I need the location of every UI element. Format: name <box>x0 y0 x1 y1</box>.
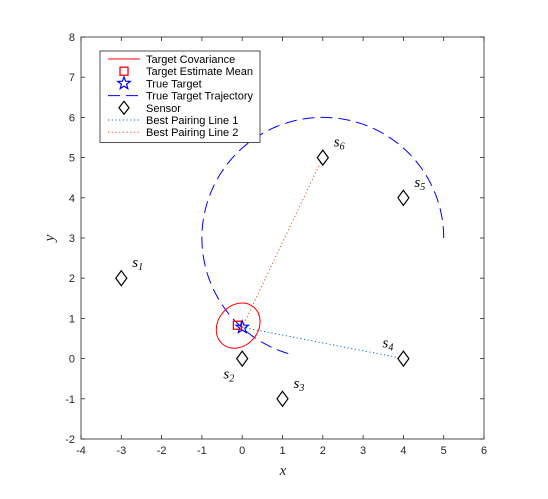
legend-entry-label: Target Estimate Mean <box>146 66 253 78</box>
y-tick-label: 1 <box>69 313 75 325</box>
x-axis-label: x <box>279 463 287 479</box>
x-tick-label: 4 <box>400 445 406 457</box>
y-tick-label: 4 <box>69 193 75 205</box>
sensor-marker-s5 <box>397 189 410 207</box>
target-estimate-mean-marker <box>232 320 243 330</box>
legend-box <box>99 50 261 143</box>
sensor-marker-s3 <box>276 390 289 408</box>
y-tick-label: -2 <box>65 434 75 446</box>
sensor-marker-s2 <box>235 350 249 368</box>
legend-entry-label: Target Covariance <box>146 54 235 66</box>
sensor-marker-s6 <box>316 149 330 167</box>
legend-entry-label: True Target Trajectory <box>146 91 253 103</box>
y-tick-label: 5 <box>69 153 75 165</box>
legend-entry-label: Sensor <box>146 103 181 115</box>
x-tick-label: 2 <box>320 445 326 457</box>
y-tick-label: 8 <box>69 32 75 44</box>
x-tick-label: 1 <box>279 445 285 457</box>
x-tick-label: -3 <box>116 445 126 457</box>
x-tick-label: -1 <box>197 445 207 457</box>
x-tick-label: 5 <box>441 445 447 457</box>
best-pairing-line-1 <box>242 326 404 360</box>
x-tick-label: -4 <box>76 445 86 457</box>
sensor-label-s3: s3 <box>294 376 305 394</box>
target-covariance-ellipse <box>215 302 261 349</box>
y-tick-label: 3 <box>69 233 75 245</box>
legend-entry-label: Best Pairing Line 1 <box>146 115 238 127</box>
legend-entry-label: Best Pairing Line 2 <box>146 127 238 139</box>
y-tick-label: 6 <box>69 112 75 124</box>
legend-swatch-diamond <box>118 100 130 116</box>
y-tick-label: 0 <box>69 354 75 366</box>
sensor-label-s2: s2 <box>223 367 234 385</box>
best-pairing-line-2 <box>241 157 324 328</box>
sensor-label-s5: s5 <box>414 175 425 193</box>
sensor-label-s6: s6 <box>334 135 345 153</box>
y-tick-label: -1 <box>65 394 75 406</box>
true-target-marker <box>234 319 251 334</box>
x-tick-label: -2 <box>157 445 167 457</box>
sensor-marker-s4 <box>397 350 410 368</box>
y-tick-label: 2 <box>69 273 75 285</box>
legend-swatch-star <box>116 75 132 91</box>
sensor-label-s4: s4 <box>383 336 394 354</box>
x-tick-label: 3 <box>360 445 366 457</box>
y-axis-label: y <box>42 234 58 243</box>
x-tick-label: 0 <box>239 445 245 457</box>
sensor-marker-s1 <box>115 269 128 287</box>
y-tick-label: 7 <box>69 72 75 84</box>
sensor-label-s1: s1 <box>132 255 143 273</box>
x-tick-label: 6 <box>481 445 487 457</box>
legend-entry-label: True Target <box>146 78 202 90</box>
